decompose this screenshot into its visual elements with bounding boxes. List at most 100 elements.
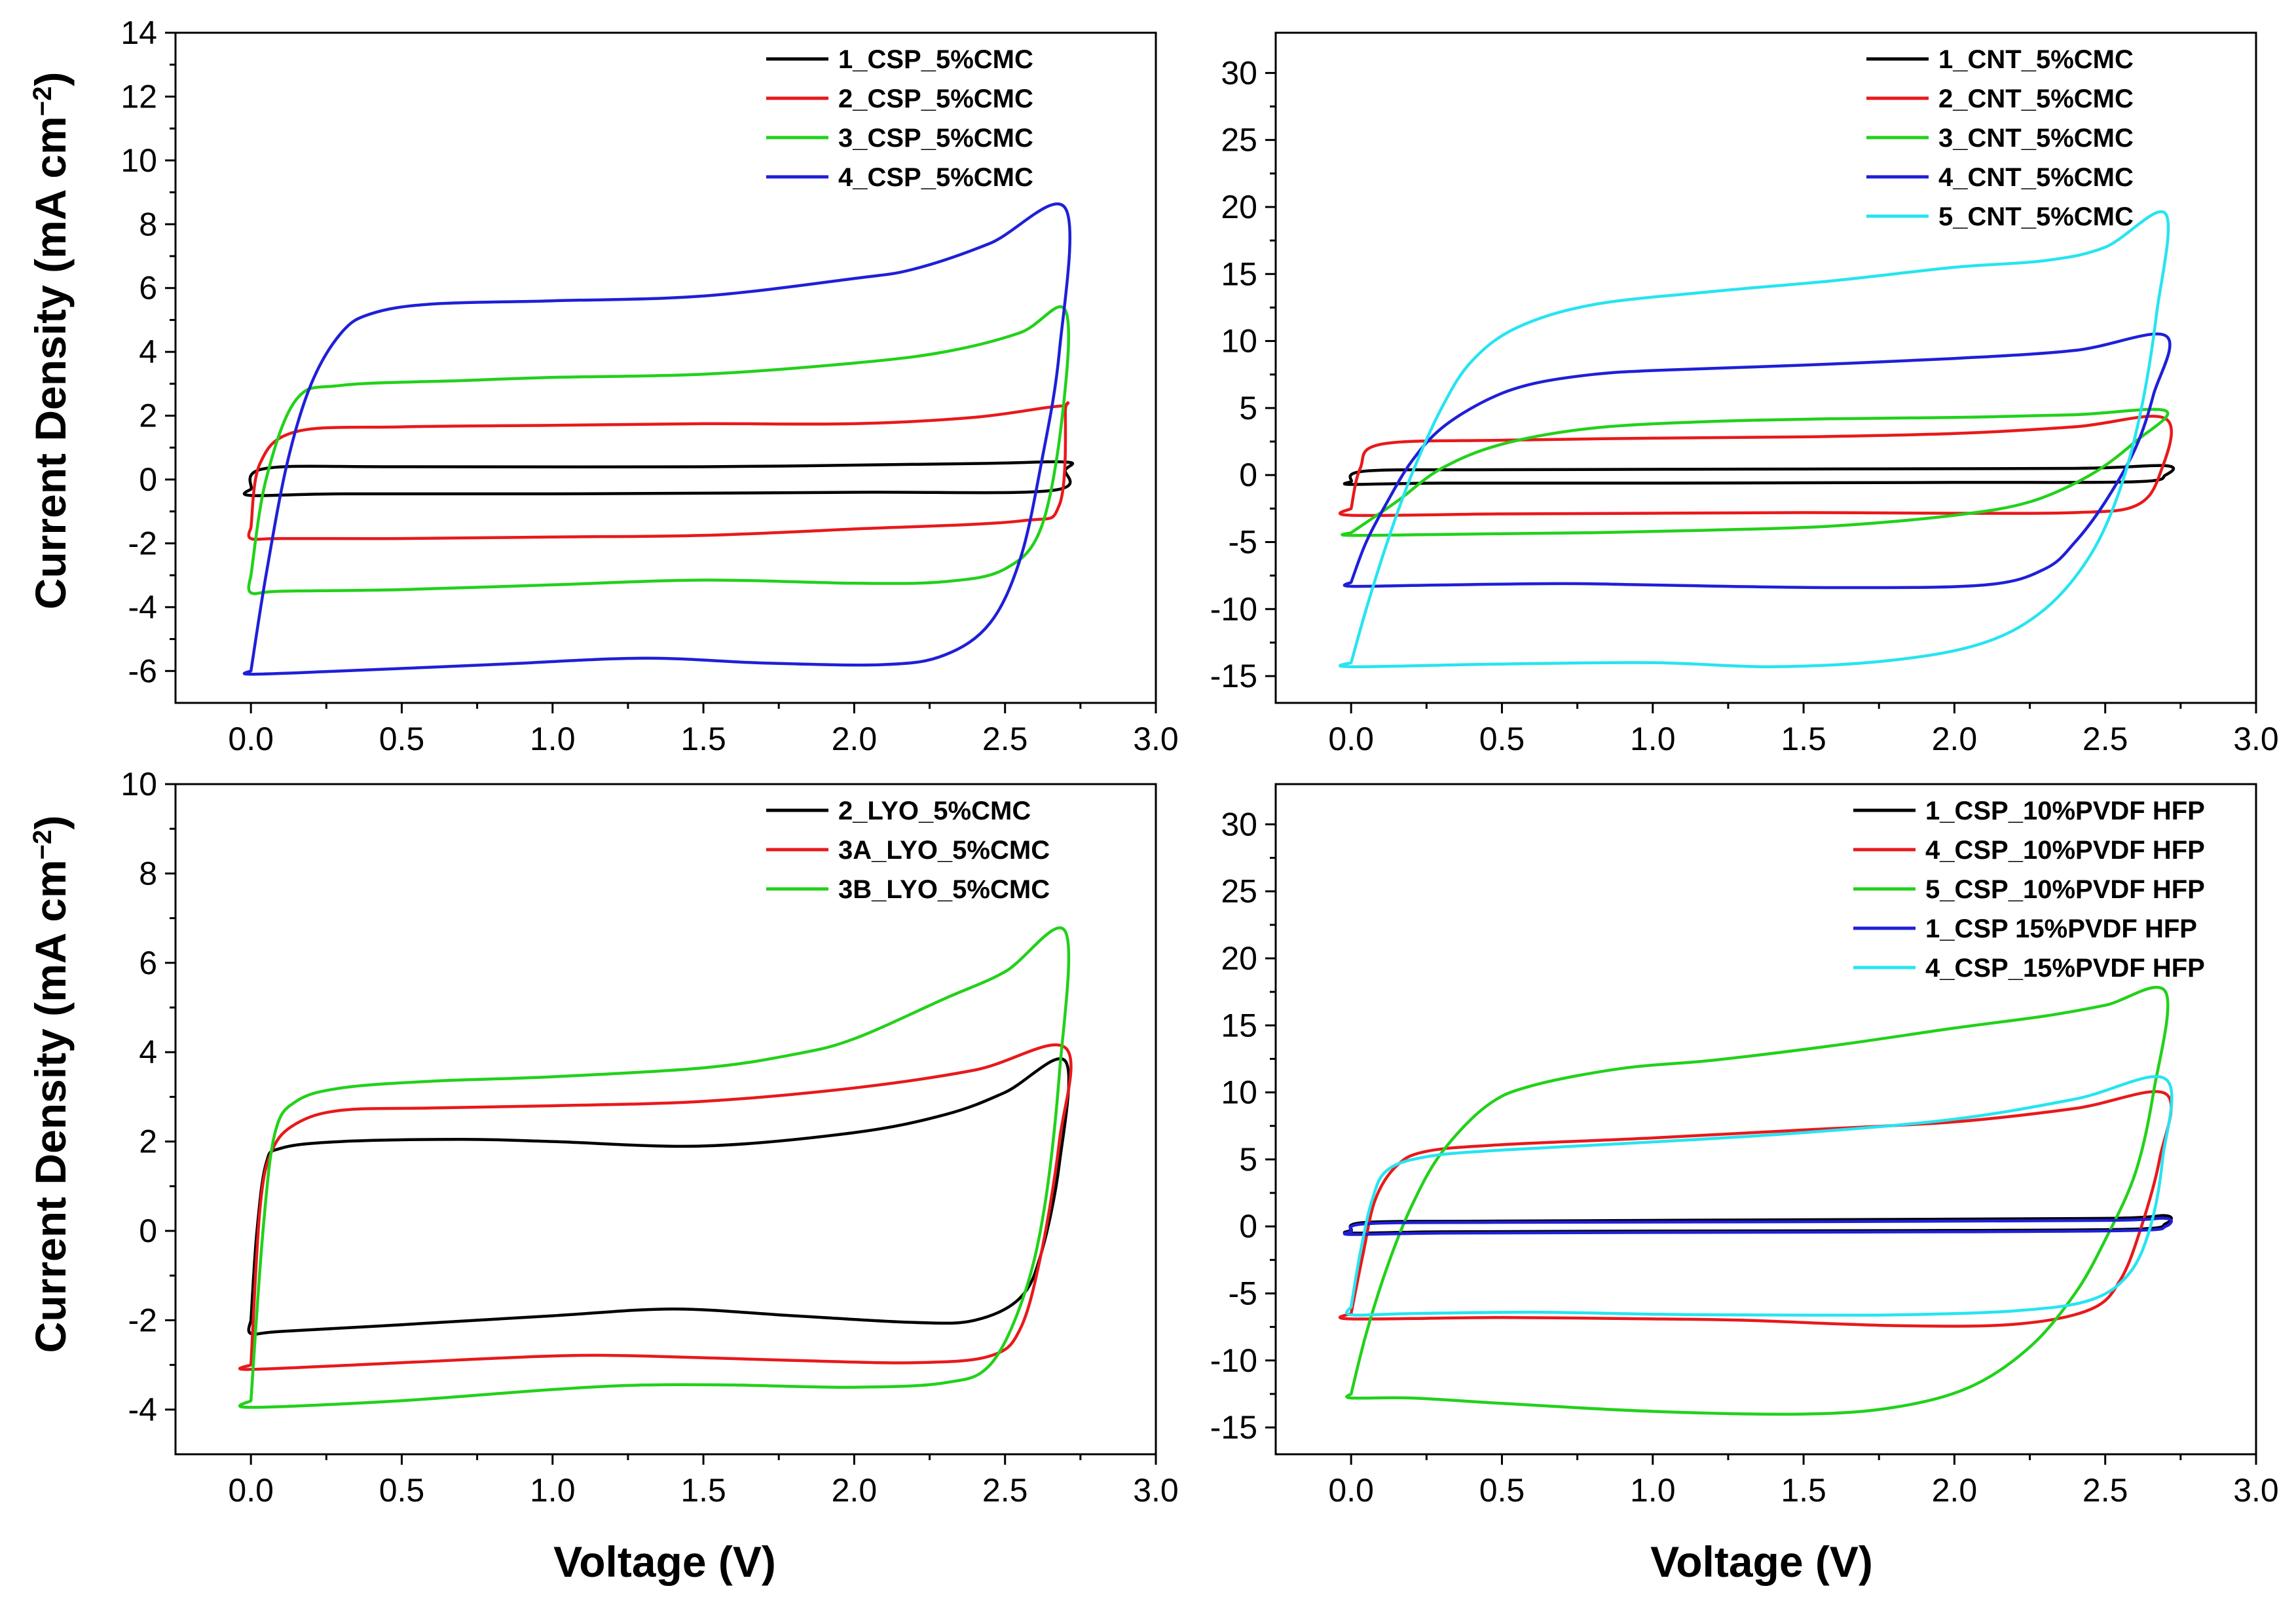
y-tick-label: 10 xyxy=(1221,323,1257,360)
series-line-4 xyxy=(1342,332,2172,590)
plot-frame xyxy=(174,783,1157,1456)
plot-frame xyxy=(174,31,1157,704)
legend-label: 2_LYO_5%CMC xyxy=(838,797,1031,825)
x-tick-label: 1.5 xyxy=(1781,721,1826,757)
series-line-4 xyxy=(242,202,1071,676)
y-tick-label: -5 xyxy=(1229,523,1257,560)
y-tick-label: -15 xyxy=(1210,658,1257,694)
legend-label: 5_CNT_5%CMC xyxy=(1938,202,2134,231)
y-tick-label: 10 xyxy=(1221,1074,1257,1111)
x-tick-label: 2.5 xyxy=(982,1472,1028,1509)
y-tick-label: 0 xyxy=(1239,457,1257,493)
plot-frame xyxy=(1274,783,2257,1456)
legend-label: 3_CSP_5%CMC xyxy=(838,124,1033,153)
y-tick-label: -15 xyxy=(1210,1409,1257,1446)
y-tick-label: -5 xyxy=(1229,1275,1257,1311)
x-tick-label: 0.5 xyxy=(379,721,425,757)
legend-label: 1_CNT_5%CMC xyxy=(1938,45,2134,74)
x-tick-label: 2.5 xyxy=(982,721,1028,757)
y-tick-label: 6 xyxy=(139,270,157,307)
plot-frame xyxy=(1274,31,2257,704)
x-tick-label: 0.0 xyxy=(228,1472,274,1509)
y-tick-label: 15 xyxy=(1221,255,1257,292)
x-tick-label: 1.0 xyxy=(530,1472,576,1509)
legend-label: 1_CSP_10%PVDF HFP xyxy=(1925,797,2205,825)
y-tick-label: 10 xyxy=(120,142,157,179)
legend-label: 5_CSP_10%PVDF HFP xyxy=(1925,875,2205,904)
x-tick-label: 1.5 xyxy=(680,721,726,757)
x-tick-label: 3.0 xyxy=(2233,721,2279,757)
y-tick-label: -2 xyxy=(128,525,157,561)
legend-label: 2_CNT_5%CMC xyxy=(1938,85,2134,113)
x-tick-label: 3.0 xyxy=(2233,1472,2279,1509)
series-line-3 xyxy=(1341,407,2170,537)
panel-c: 0.0 0.5 1.0 1.5 2.0 2.5 3.0 -4 -2 0 2 4 6 8 10 2_LYO_5%… xyxy=(120,766,1178,1509)
legend-label: 4_CNT_5%CMC xyxy=(1938,163,2134,192)
legend-label: 4_CSP_5%CMC xyxy=(838,163,1033,192)
legend-label: 1_CSP 15%PVDF HFP xyxy=(1925,914,2197,943)
y-tick-label: 25 xyxy=(1221,873,1257,910)
series-line-1 xyxy=(242,460,1075,497)
panel-a: 0.0 0.5 1.0 1.5 2.0 2.5 3.0 -6 -4 -2 0 2 4 6 8 10 12 14 1_… xyxy=(120,14,1178,757)
x-tick-label: 0.5 xyxy=(1479,1472,1525,1509)
y-tick-label: 8 xyxy=(139,855,157,892)
y-tick-label: 10 xyxy=(120,766,157,802)
x-tick-label: 0.5 xyxy=(1479,721,1525,757)
legend-label: 3B_LYO_5%CMC xyxy=(838,875,1050,904)
y-tick-label: 0 xyxy=(1239,1208,1257,1245)
series-line-4 xyxy=(1342,1216,2173,1236)
legend-label: 4_CSP_15%PVDF HFP xyxy=(1925,954,2205,983)
x-axis-title-left: Voltage (V) xyxy=(553,1537,776,1586)
x-tick-label: 3.0 xyxy=(1133,1472,1179,1509)
series-line-5 xyxy=(1338,210,2170,669)
x-tick-label: 0.5 xyxy=(379,1472,425,1509)
x-tick-label: 2.0 xyxy=(1932,721,1978,757)
y-tick-label: 8 xyxy=(139,206,157,242)
y-tick-label: 2 xyxy=(139,398,157,434)
series-line-1 xyxy=(1342,464,2176,486)
series-line-3 xyxy=(238,926,1071,1409)
series-line-1 xyxy=(247,1057,1071,1336)
y-tick-label: 20 xyxy=(1221,189,1257,225)
y-tick-label: 4 xyxy=(139,1034,157,1070)
y-tick-label: 30 xyxy=(1221,54,1257,91)
series-line-3 xyxy=(247,305,1071,595)
y-tick-label: 20 xyxy=(1221,940,1257,977)
legend-label: 3A_LYO_5%CMC xyxy=(838,836,1050,865)
y-tick-label: -10 xyxy=(1210,1342,1257,1379)
x-tick-label: 0.0 xyxy=(1328,721,1374,757)
x-tick-label: 2.0 xyxy=(1932,1472,1978,1509)
legend-label: 3_CNT_5%CMC xyxy=(1938,124,2134,153)
y-axis-title-top: Current Density (mA cm−2) xyxy=(26,72,75,610)
x-tick-label: 0.0 xyxy=(228,721,274,757)
x-axis-title-right: Voltage (V) xyxy=(1650,1537,1873,1586)
x-tick-label: 1.5 xyxy=(680,1472,726,1509)
y-tick-label: -10 xyxy=(1210,591,1257,628)
x-tick-label: 3.0 xyxy=(1133,721,1179,757)
y-tick-label: -4 xyxy=(128,589,157,626)
y-tick-label: 0 xyxy=(139,461,157,498)
y-tick-label: 5 xyxy=(1239,1141,1257,1178)
x-tick-label: 1.0 xyxy=(1630,721,1676,757)
legend-label: 2_CSP_5%CMC xyxy=(838,85,1033,113)
y-tick-label: 15 xyxy=(1221,1007,1257,1044)
series-line-2 xyxy=(238,1043,1073,1371)
y-tick-label: 2 xyxy=(139,1123,157,1160)
series-line-2 xyxy=(1338,415,2173,518)
x-tick-label: 2.0 xyxy=(832,1472,878,1509)
series-line-3 xyxy=(1345,986,2170,1416)
x-tick-label: 2.0 xyxy=(832,721,878,757)
y-tick-label: 5 xyxy=(1239,390,1257,426)
y-tick-label: 25 xyxy=(1221,122,1257,159)
series-line-5 xyxy=(1345,1075,2174,1317)
legend-label: 1_CSP_5%CMC xyxy=(838,45,1033,74)
x-tick-label: 1.0 xyxy=(530,721,576,757)
x-tick-label: 1.5 xyxy=(1781,1472,1826,1509)
y-tick-label: 14 xyxy=(120,14,157,51)
series-line-2 xyxy=(247,401,1070,541)
y-tick-label: -2 xyxy=(128,1302,157,1338)
y-tick-label: 12 xyxy=(120,78,157,115)
y-axis-title-bottom: Current Density (mA cm−2) xyxy=(26,816,75,1353)
panel-b: 0.0 0.5 1.0 1.5 2.0 2.5 3.0 -15 -10 -5 0 5 10 15 20 25 3… xyxy=(1210,31,2279,757)
